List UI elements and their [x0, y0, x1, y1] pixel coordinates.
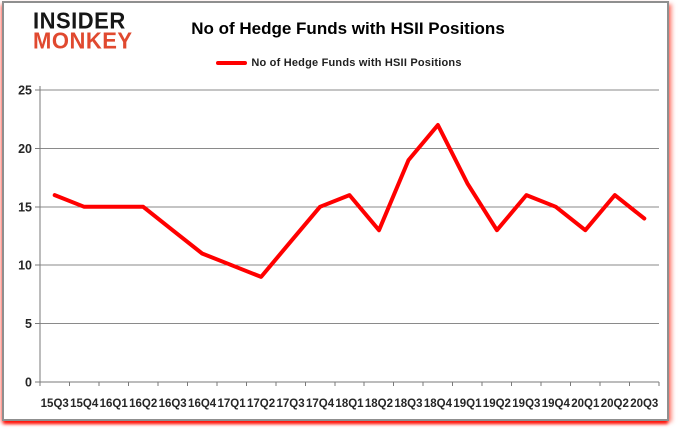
- x-axis-label: 17Q3: [276, 398, 304, 410]
- y-axis-label: 20: [18, 142, 32, 156]
- logo-insider-text: INSIDER: [33, 7, 126, 34]
- y-axis-label: 0: [25, 376, 32, 390]
- x-axis-label: 18Q2: [365, 398, 393, 410]
- x-axis-label: 18Q4: [424, 398, 453, 410]
- insider-monkey-logo: INSIDER MONKEY: [33, 7, 133, 54]
- logo-monkey-text: MONKEY: [33, 27, 133, 54]
- y-axis-label: 25: [18, 84, 32, 98]
- y-axis-label: 10: [18, 259, 32, 273]
- chart-title: No of Hedge Funds with HSII Positions: [191, 19, 505, 38]
- x-axis-label: 19Q1: [453, 398, 482, 410]
- x-axis-label: 18Q1: [335, 398, 364, 410]
- x-axis-label: 15Q3: [41, 398, 69, 410]
- x-axis-label: 17Q4: [306, 398, 335, 410]
- x-axis-label: 19Q4: [542, 398, 571, 410]
- x-axis-label: 20Q1: [571, 398, 600, 410]
- x-axis-label: 17Q2: [247, 398, 275, 410]
- x-axis-label: 16Q4: [188, 398, 217, 410]
- x-axis-label: 19Q2: [483, 398, 511, 410]
- x-axis-label: 15Q4: [70, 398, 99, 410]
- legend-label: No of Hedge Funds with HSII Positions: [251, 57, 462, 69]
- legend-line-swatch: [216, 61, 248, 65]
- x-axis-label: 20Q3: [630, 398, 658, 410]
- data-series-line: [52, 123, 647, 279]
- x-axis-label: 16Q1: [100, 398, 129, 410]
- x-axis-label: 16Q3: [159, 398, 187, 410]
- y-axis-label: 5: [25, 317, 32, 331]
- x-axis-label: 17Q1: [218, 398, 247, 410]
- legend: No of Hedge Funds with HSII Positions: [0, 56, 678, 70]
- chart-frame: [2, 1, 669, 421]
- x-axis-label: 20Q2: [601, 398, 629, 410]
- x-axis-label: 18Q3: [394, 398, 422, 410]
- x-axis-label: 19Q3: [512, 398, 540, 410]
- y-axis-label: 15: [18, 200, 32, 214]
- x-axis-label: 16Q2: [129, 398, 157, 410]
